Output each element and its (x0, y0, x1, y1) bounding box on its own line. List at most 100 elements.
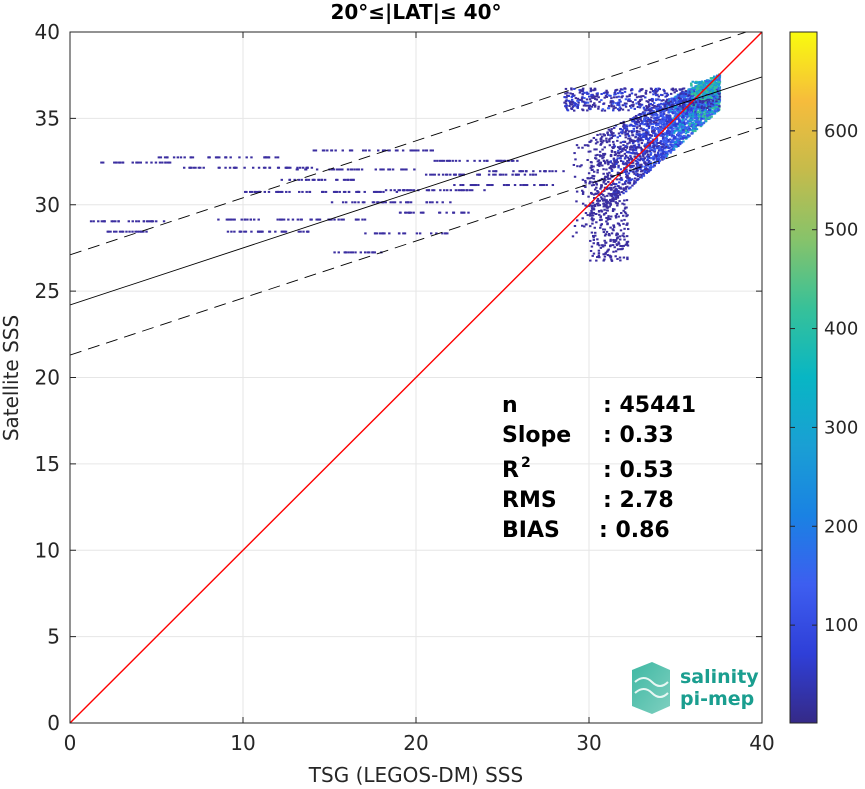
density-point (608, 144, 612, 147)
density-point (690, 112, 693, 115)
density-point (621, 140, 625, 143)
density-point (409, 149, 412, 152)
density-point (587, 195, 590, 198)
stat-label-superscript: 2 (521, 455, 531, 471)
density-point (623, 167, 626, 170)
density-point (689, 103, 692, 106)
density-point (422, 149, 425, 152)
density-point (673, 130, 677, 133)
density-point (621, 234, 624, 237)
density-point (700, 103, 703, 106)
density-point (675, 138, 678, 141)
density-point (661, 152, 664, 155)
density-point (617, 109, 621, 112)
density-point (623, 227, 626, 230)
density-point (610, 183, 613, 186)
density-point (607, 163, 610, 166)
density-point (656, 151, 660, 154)
line-regression-lower (70, 126, 762, 356)
density-point (639, 170, 643, 173)
density-point (680, 96, 684, 99)
density-point (614, 216, 618, 219)
density-point (383, 232, 386, 235)
colorbar-tick-label: 600 (824, 121, 858, 142)
density-point (575, 231, 578, 234)
density-point (696, 92, 699, 95)
density-point (694, 130, 697, 133)
density-point (675, 145, 678, 148)
density-point (592, 236, 595, 239)
density-point (693, 124, 696, 127)
density-point (707, 88, 710, 91)
density-point (652, 155, 655, 158)
density-point (613, 154, 617, 157)
density-point (600, 223, 604, 226)
density-point (650, 149, 653, 152)
density-point (474, 184, 477, 187)
density-point (665, 92, 669, 95)
density-point (469, 184, 473, 187)
density-point (661, 107, 665, 110)
density-point (243, 166, 246, 169)
density-point (631, 134, 634, 137)
density-point (669, 109, 672, 112)
density-point (624, 129, 628, 132)
density-point (145, 161, 148, 164)
density-point (410, 189, 413, 192)
density-point (590, 169, 593, 172)
density-point (618, 235, 622, 238)
density-point (675, 122, 679, 125)
density-point (652, 121, 655, 124)
density-point (679, 107, 682, 110)
density-point (466, 189, 469, 192)
density-point (603, 189, 606, 192)
density-point (611, 102, 615, 105)
density-point (707, 98, 710, 101)
density-point (716, 96, 719, 99)
density-point (602, 231, 606, 234)
density-point (701, 101, 704, 104)
density-point (618, 90, 622, 93)
density-point (599, 226, 602, 229)
density-point (660, 152, 663, 155)
density-point (678, 106, 681, 109)
density-point (199, 166, 202, 169)
density-point (617, 102, 621, 105)
density-point (595, 95, 598, 98)
density-point (688, 118, 691, 121)
density-point (700, 105, 703, 108)
density-point (718, 105, 721, 108)
density-point (690, 109, 693, 112)
density-point (652, 128, 656, 131)
density-point (581, 224, 584, 227)
density-point (614, 196, 618, 199)
density-point (638, 167, 641, 170)
density-point (667, 108, 670, 111)
density-point (576, 97, 580, 100)
density-point (639, 118, 642, 121)
density-point (617, 192, 620, 195)
density-point (645, 149, 649, 152)
density-point (610, 258, 613, 261)
density-point (603, 258, 606, 261)
density-point (615, 183, 618, 186)
density-point (602, 102, 606, 105)
density-point (677, 116, 680, 119)
density-point (679, 129, 682, 132)
density-point (675, 125, 678, 128)
density-point (587, 172, 591, 175)
density-point (461, 189, 464, 192)
density-point (692, 104, 695, 107)
density-point (158, 161, 162, 164)
density-point (288, 178, 291, 181)
density-point (246, 218, 249, 221)
density-point (654, 153, 657, 156)
density-point (636, 119, 640, 122)
density-point (312, 178, 315, 181)
density-point (333, 251, 336, 254)
density-point (684, 127, 687, 130)
density-point (599, 155, 602, 158)
density-point (643, 152, 647, 155)
density-point (583, 225, 586, 228)
